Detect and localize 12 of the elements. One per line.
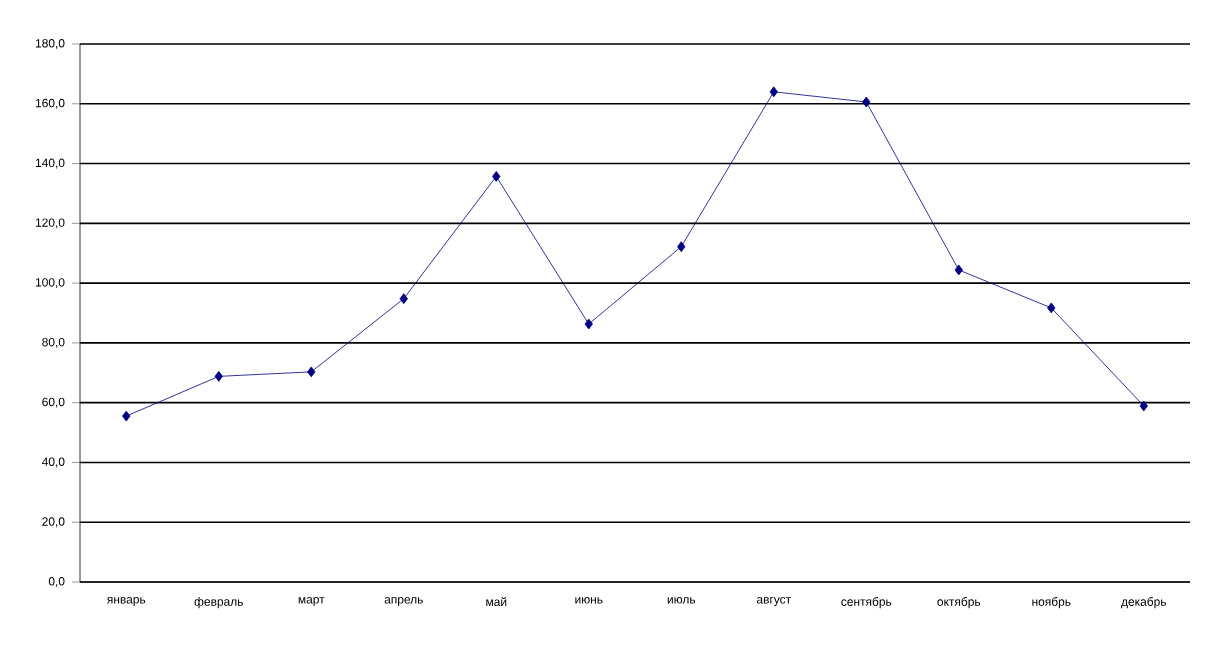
point — [399, 293, 408, 305]
point — [1047, 302, 1056, 314]
point — [677, 241, 686, 253]
point — [214, 370, 223, 382]
point — [954, 264, 963, 276]
point — [862, 96, 871, 108]
point — [769, 86, 778, 98]
point — [492, 171, 501, 182]
point — [307, 366, 316, 378]
point — [1139, 400, 1148, 412]
point — [584, 318, 593, 330]
point — [122, 410, 131, 422]
